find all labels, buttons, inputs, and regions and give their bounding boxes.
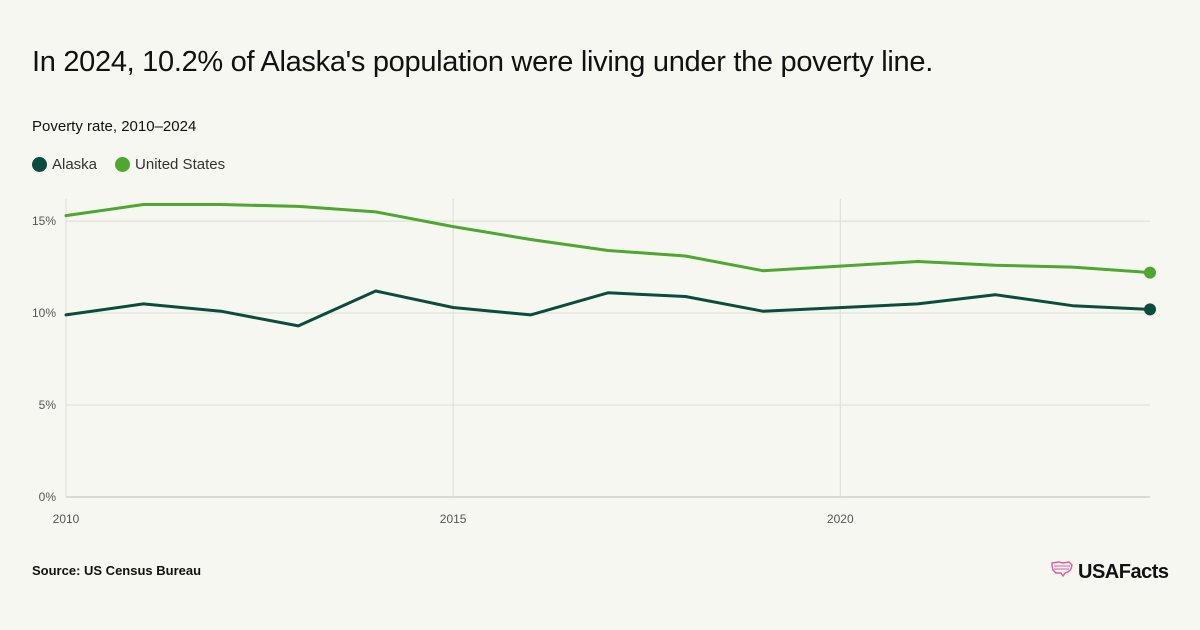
x-tick-label: 2010: [53, 512, 80, 526]
chart-subtitle: Poverty rate, 2010–2024: [32, 118, 197, 135]
chart-title: In 2024, 10.2% of Alaska's population we…: [32, 46, 933, 78]
legend-label-alaska: Alaska: [52, 156, 98, 173]
series-line-united-states: [64, 203, 1152, 275]
legend-swatch-united-states: [115, 157, 131, 172]
x-tick-label: 2015: [440, 512, 467, 526]
source-note: Source: US Census Bureau: [32, 563, 202, 578]
series-endpoint-united-states: [1144, 266, 1156, 279]
usafacts-logo: USAFacts: [1050, 560, 1169, 584]
legend-item-alaska: Alaska: [32, 156, 97, 173]
y-tick-label: 15%: [32, 214, 56, 228]
y-tick-label: 5%: [39, 398, 57, 412]
chart-legend: Alaska United States: [32, 156, 225, 173]
series-endpoint-alaska: [1144, 303, 1156, 316]
series-line-alaska: [64, 289, 1152, 328]
legend-label-united-states: United States: [135, 156, 226, 173]
us-map-icon: [1050, 560, 1074, 584]
y-tick-label: 10%: [32, 306, 56, 320]
logo-text: USAFacts: [1078, 560, 1169, 583]
y-tick-label: 0%: [39, 490, 57, 504]
x-tick-label: 2020: [827, 512, 854, 526]
legend-item-united-states: United States: [115, 156, 225, 173]
legend-swatch-alaska: [32, 157, 47, 172]
